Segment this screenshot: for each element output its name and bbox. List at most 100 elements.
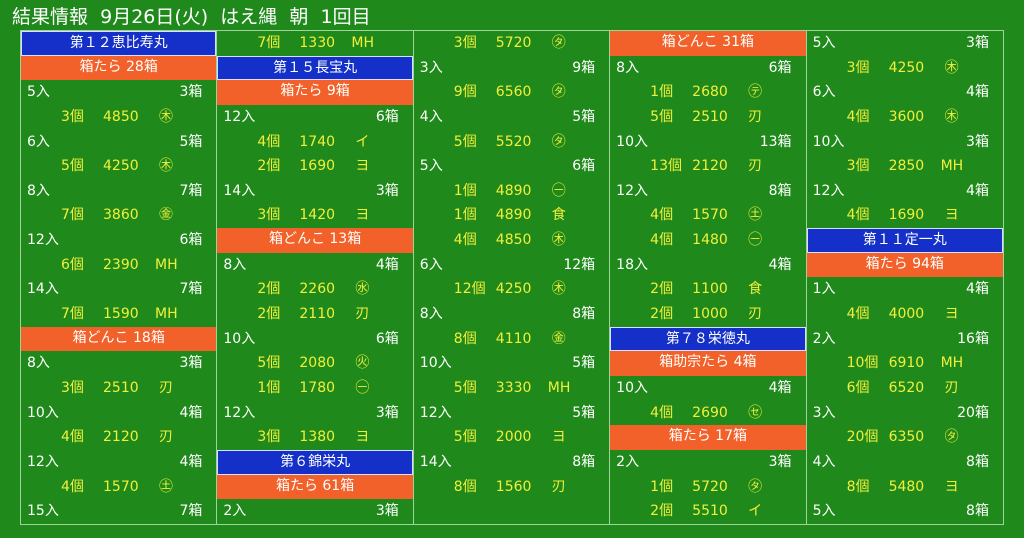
sale-row: 3個 1420 ヨ [217,203,412,228]
lot-count: 3個 [61,108,84,125]
size-entry-row: 5入 3箱 [21,80,216,105]
size-entry-row: 3入 20箱 [807,401,1003,426]
sale-row: 1個 4890 ㊀ [414,179,609,204]
lot-count: 4個 [257,133,281,150]
sale-row: 9個 6560 ㋟ [414,80,609,105]
buyer-mark: MH [155,306,178,323]
box-count: 8箱 [966,453,989,470]
unit-price: 1590 [103,306,139,323]
buyer-mark: 刃 [748,306,763,323]
buyer-mark: ㋢ [748,84,763,101]
lot-count: 13個 [650,158,682,175]
unit-price: 2000 [495,429,532,446]
buyer-mark: 刃 [159,379,173,396]
pieces-per-box: 4入 [419,108,443,125]
box-count: 7箱 [179,182,203,199]
lot-count: 5個 [650,108,674,125]
size-entry-row: 10入 3箱 [807,130,1003,155]
lot-count: 3個 [257,207,281,224]
pieces-per-box: 12入 [223,108,256,125]
sale-row: 2個 2260 ㊌ [217,277,412,302]
unit-price: 4850 [103,108,139,125]
buyer-mark: ㊌ [355,281,370,298]
unit-price: 4890 [495,207,532,224]
pieces-per-box: 12入 [27,232,59,249]
buyer-mark: イ [748,503,763,520]
lot-count: 7個 [257,35,281,51]
box-count: 3箱 [768,453,792,470]
box-count: 3箱 [179,355,203,372]
lot-count: 4個 [846,306,870,323]
pieces-per-box: 3入 [812,404,836,421]
lot-count: 5個 [453,379,477,396]
buyer-mark: ㋟ [551,84,566,101]
pieces-per-box: 14入 [27,281,59,298]
unit-price: 1780 [299,379,336,396]
buyer-mark: MH [940,158,964,175]
size-entry-row: 6入 12箱 [414,253,609,278]
box-count: 3箱 [375,503,399,520]
sale-row: 2個 5510 イ [610,499,805,524]
unit-price: 6560 [495,84,532,101]
buyer-mark: ㋝ [748,404,763,421]
box-count: 6箱 [572,158,596,175]
ship-name-banner: 第７８栄徳丸 [610,326,806,352]
fishing-method: はえ縄 [220,6,278,28]
lot-count: 2個 [257,158,281,175]
sale-row: 4個 2120 刃 [21,425,216,450]
buyer-mark: ㊎ [159,207,173,224]
pieces-per-box: 6入 [812,84,836,101]
size-entry-row: 12入 6箱 [217,105,412,130]
size-entry-row: 14入 3箱 [217,179,412,204]
box-count: 8箱 [966,503,989,520]
box-count: 4箱 [768,379,792,396]
sale-row: 7個 3860 ㊎ [21,203,216,228]
lot-count: 2個 [650,503,674,520]
size-entry-row: 8入 6箱 [610,56,805,81]
unit-price: 2690 [692,404,728,421]
box-count: 12箱 [563,256,596,273]
buyer-mark: 刃 [944,379,959,396]
box-count: 8箱 [572,306,596,323]
results-grid: 第１２恵比寿丸 箱たら 28箱 5入 3箱 3個 4850 ㊍ 6入 5箱 5個 4250 ㊍ 8入 7箱… [20,30,1004,525]
box-count: 5箱 [572,355,596,372]
buyer-mark: ヨ [944,306,959,323]
unit-price: 1690 [299,158,336,175]
lot-count: 4個 [650,404,674,421]
unit-price: 5720 [495,35,532,51]
unit-price: 4250 [495,281,532,298]
sale-row: 2個 1690 ヨ [217,154,412,179]
board-title: 結果情報 [12,6,89,28]
unit-price: 2120 [103,429,139,446]
buyer-mark: MH [940,355,964,372]
size-entry-row: 10入 6箱 [217,327,412,352]
pieces-per-box: 8入 [616,59,640,76]
size-entry-row: 8入 4箱 [217,253,412,278]
sale-row: 4個 1570 ㊏ [610,203,805,228]
catch-summary-banner: 箱たら 61箱 [217,474,413,500]
lot-count: 6個 [61,256,84,273]
size-entry-row: 12入 4箱 [21,450,216,475]
ship-name-banner: 第１５長宝丸 [217,55,413,81]
unit-price: 1420 [299,207,336,224]
sale-row: 5個 2000 ヨ [414,425,609,450]
lot-count: 5個 [257,355,281,372]
sale-row: 1個 2680 ㋢ [610,80,805,105]
unit-price: 3860 [103,207,139,224]
unit-price: 5510 [692,503,728,520]
unit-price: 5520 [495,133,532,150]
box-count: 6箱 [375,330,399,347]
unit-price: 5720 [692,478,728,495]
buyer-mark: ㊎ [551,330,566,347]
size-entry-row: 12入 6箱 [21,228,216,253]
lot-count: 4個 [846,108,870,125]
buyer-mark: ㋟ [944,429,959,446]
size-entry-row: 12入 4箱 [807,179,1003,204]
pieces-per-box: 1入 [812,281,836,298]
sale-row: 3個 5720 ㋟ [414,31,609,56]
buyer-mark: ㊏ [748,207,763,224]
ship-name-banner: 第１２恵比寿丸 [21,31,217,56]
lot-count: 2個 [650,306,674,323]
lot-count: 1個 [453,182,477,199]
lot-count: 2個 [650,281,674,298]
